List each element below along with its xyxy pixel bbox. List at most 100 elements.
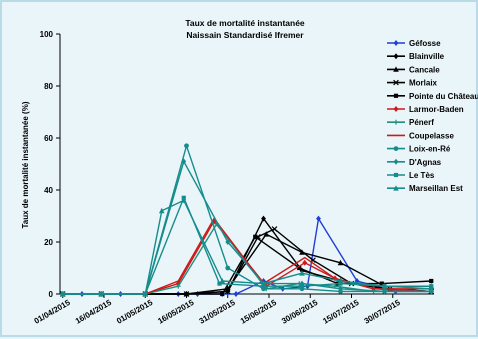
data-point [299,284,305,289]
data-point [98,291,105,297]
y-tick-label: 60 [44,134,53,143]
legend-item: Cancale [387,65,440,74]
x-tick-label: 15/06/2015 [239,298,279,326]
data-point [225,239,231,245]
legend-label: Cancale [409,65,440,74]
data-point [393,119,399,125]
legend-item: Blainville [387,52,445,61]
data-point [175,283,181,289]
legend-label: D'Agnas [409,158,442,167]
data-point [393,158,399,165]
data-point [338,285,343,292]
data-point [428,288,434,295]
data-point [393,172,399,178]
y-tick-label: 40 [44,186,53,195]
x-tick-label: 30/07/2015 [363,298,403,326]
y-axis-label: Taux de mortalité instantanée (%) [21,101,30,228]
legend-item: Morlaix [387,79,438,88]
data-point [158,207,165,214]
data-point [217,281,222,286]
series-line [62,160,432,295]
series-d-agnas [60,158,434,297]
data-point [142,291,149,297]
x-tick-label: 30/06/2015 [280,298,320,326]
data-point [393,79,399,86]
legend-item: D'Agnas [387,158,442,167]
data-point [184,143,189,149]
data-point [316,215,321,222]
legend-item: Coupelasse [387,131,454,140]
data-point [302,259,308,266]
legend-label: Marseillan Est [409,184,463,193]
legend-item: Pénerf [387,118,434,127]
data-point [59,291,66,297]
data-point [253,234,258,239]
data-point [393,106,399,112]
data-point [219,278,226,284]
y-tick-label: 20 [44,238,53,247]
legend-label: Loix-en-Ré [409,145,451,154]
data-point [297,265,302,271]
data-point [180,197,187,203]
data-point [271,226,278,232]
data-point [260,280,267,286]
legend-label: Le Tès [409,171,435,180]
data-point [354,278,360,284]
legend-item: Géfosse [387,39,441,48]
legend-item: Pointe du Château [387,92,478,101]
data-point [225,265,231,271]
legend-label: Géfosse [409,39,441,48]
legend: Géfosse Blainville Cancale Morlaix Pointe du… [387,39,478,193]
series-loix-en-r- [60,143,434,297]
x-tick-label: 16/05/2015 [156,298,196,326]
legend-label: Larmor-Baden [409,105,464,114]
data-point [393,53,399,60]
data-point [393,66,399,72]
data-point [379,281,384,286]
data-point [382,288,387,295]
data-point [381,283,388,289]
x-tick-label: 31/05/2015 [198,298,238,326]
data-point [337,259,344,266]
legend-item: Loix-en-Ré [387,145,451,154]
legend-item: Larmor-Baden [387,105,464,114]
legend-item: Marseillan Est [387,184,463,193]
legend-item: Le Tès [387,171,435,180]
legend-label: Morlaix [409,79,438,88]
series-layer [59,143,435,297]
data-point [337,278,344,284]
series-line [62,145,432,295]
data-point [261,284,266,289]
data-point [338,281,343,286]
x-tick-label: 01/04/2015 [33,298,73,326]
data-point [233,291,239,297]
data-point [299,270,305,276]
chart-title: Taux de mortalité instantanée [185,18,305,28]
series-marseillan-est [59,197,435,297]
series-le-t-s [60,195,434,297]
data-point [393,185,399,191]
x-tick-label: 15/07/2015 [321,298,361,326]
data-point [393,146,399,152]
legend-label: Pointe du Château [409,92,478,101]
x-tick-label: 16/04/2015 [74,298,114,326]
legend-label: Pénerf [409,118,434,127]
legend-label: Coupelasse [409,131,454,140]
y-tick-label: 0 [49,290,54,299]
y-tick-label: 100 [40,30,54,39]
data-point [224,288,231,295]
data-point [393,93,399,98]
x-tick-label: 01/05/2015 [115,298,155,326]
data-point [261,215,266,222]
data-point [263,231,270,237]
data-point [299,280,305,287]
data-point [220,291,225,297]
data-point [184,291,189,297]
data-point [429,278,434,284]
data-point [393,40,399,46]
legend-label: Blainville [409,52,445,61]
chart-subtitle: Naissain Standardisé Ifremer [186,30,304,40]
data-point [428,285,435,292]
data-point [181,158,187,165]
